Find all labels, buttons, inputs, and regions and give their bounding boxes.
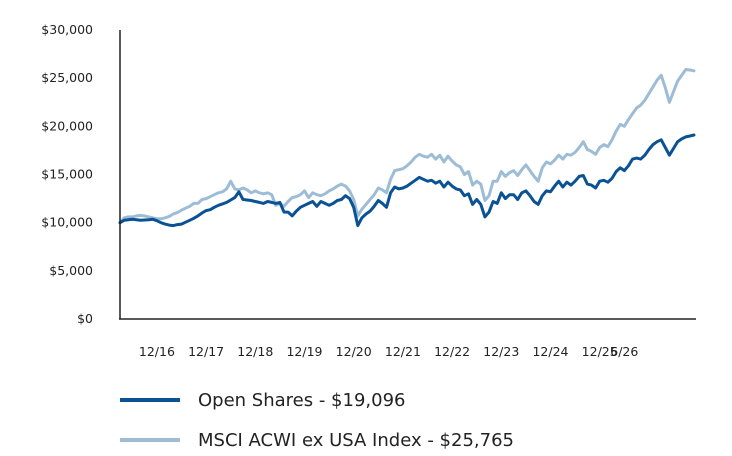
- legend-swatch-open-shares: [120, 398, 180, 402]
- y-axis-ticks: $0 $5,000 $10,000 $15,000 $20,000 $25,000 $30,…: [41, 22, 93, 326]
- x-tick-label: 12/24: [532, 344, 568, 359]
- series-line-msci-acwi-ex-usa: [118, 68, 696, 225]
- x-tick-label: 12/21: [385, 344, 421, 359]
- x-axis-ticks: 12/16 12/17 12/18 12/19 12/20 12/21 12/22 12/23…: [139, 344, 638, 359]
- y-tick-label: $20,000: [41, 118, 93, 133]
- y-tick-label: $0: [77, 311, 93, 326]
- x-tick-label: 12/16: [139, 344, 175, 359]
- x-tick-label: 12/17: [188, 344, 224, 359]
- x-tick-label: 12/23: [483, 344, 519, 359]
- x-tick-label: 12/18: [237, 344, 273, 359]
- legend-label-msci-acwi-ex-usa: MSCI ACWI ex USA Index - $25,765: [198, 429, 514, 451]
- y-tick-label: $15,000: [41, 167, 93, 182]
- legend-item-open-shares: Open Shares - $19,096: [120, 385, 406, 415]
- x-tick-label: 6/26: [610, 344, 638, 359]
- legend-label-open-shares: Open Shares - $19,096: [198, 389, 406, 411]
- y-tick-label: $25,000: [41, 70, 93, 85]
- legend-swatch-msci-acwi-ex-usa: [120, 438, 180, 442]
- x-tick-label: 12/19: [286, 344, 322, 359]
- y-tick-label: $5,000: [49, 263, 93, 278]
- y-tick-label: $10,000: [41, 215, 93, 230]
- y-tick-label: $30,000: [41, 22, 93, 37]
- series-layer: [118, 68, 696, 228]
- x-tick-label: 12/20: [336, 344, 372, 359]
- x-tick-label: 12/22: [434, 344, 470, 359]
- x-tick-label: 12/25: [582, 344, 618, 359]
- legend-item-msci-acwi-ex-usa: MSCI ACWI ex USA Index - $25,765: [120, 425, 514, 455]
- line-chart: $0 $5,000 $10,000 $15,000 $20,000 $25,000 $30,…: [41, 22, 696, 359]
- series-line-open-shares: [118, 133, 696, 228]
